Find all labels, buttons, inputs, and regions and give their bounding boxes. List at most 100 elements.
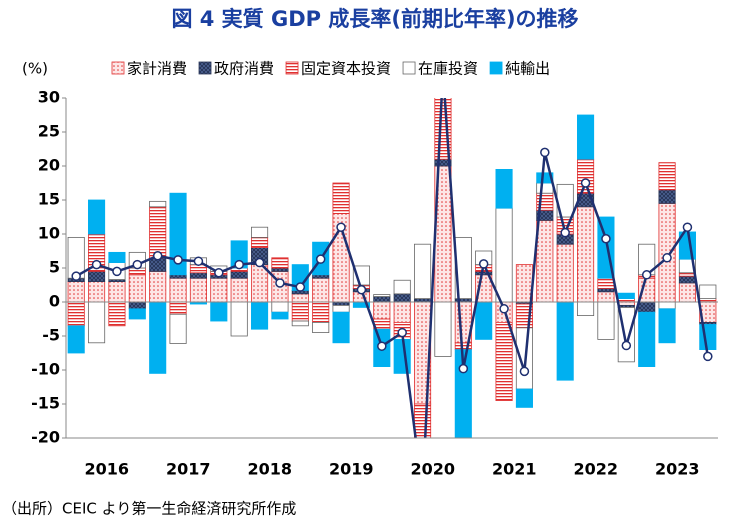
bar-segment xyxy=(169,313,187,344)
bar-segment xyxy=(169,192,187,276)
bar-segment xyxy=(312,277,330,303)
bar-segment xyxy=(638,301,656,313)
legend-label: 在庫投資 xyxy=(418,60,478,78)
x-tick-label: 2020 xyxy=(410,460,455,479)
bar-segment xyxy=(617,292,635,300)
bar-segment xyxy=(617,298,635,303)
gdp-point xyxy=(458,363,469,374)
bar-segment xyxy=(454,349,472,438)
bar-segment xyxy=(495,321,513,401)
bar-segment xyxy=(577,206,595,303)
bar-segment xyxy=(149,301,167,374)
bar-segment xyxy=(271,311,289,320)
bar-segment xyxy=(291,301,309,322)
x-tick-label: 2022 xyxy=(573,460,618,479)
bar-segment xyxy=(189,277,207,303)
bar-segment xyxy=(495,207,513,303)
gdp-point xyxy=(419,488,427,496)
bar-segment xyxy=(414,486,430,528)
gdp-point xyxy=(601,234,611,244)
bar-segment xyxy=(291,320,309,327)
bar-segment xyxy=(88,301,106,344)
gdp-point xyxy=(540,147,550,158)
bar-segment xyxy=(88,281,106,303)
legend-swatch xyxy=(198,61,212,75)
gdp-point xyxy=(499,304,509,314)
bar-segment xyxy=(597,287,615,293)
y-tick-label: 10 xyxy=(38,224,60,243)
bar-segment xyxy=(434,301,452,357)
gdp-point xyxy=(703,351,713,362)
bars xyxy=(66,98,718,528)
y-tick-label: -20 xyxy=(31,428,60,447)
bar-segment xyxy=(230,301,248,337)
bar-segment xyxy=(515,264,533,303)
bar-segment xyxy=(332,311,350,344)
bar-segment xyxy=(149,200,167,208)
bar-segment xyxy=(536,182,554,194)
bar-segment xyxy=(189,272,207,279)
bar-segment xyxy=(251,301,269,330)
bar-segment xyxy=(67,325,85,354)
bar-segment xyxy=(638,311,656,368)
gdp-point xyxy=(152,251,163,261)
bar-segment xyxy=(332,301,350,306)
x-tick-label: 2019 xyxy=(329,460,374,479)
gdp-point xyxy=(193,256,204,266)
gdp-point xyxy=(234,259,244,270)
bar-segment xyxy=(332,182,350,215)
bar-segment xyxy=(251,264,269,303)
bar-segment xyxy=(251,226,269,238)
bar-segment xyxy=(312,321,330,333)
bar-segment xyxy=(515,388,533,408)
legend-swatch xyxy=(402,61,416,75)
gdp-point xyxy=(519,366,530,377)
bar-segment xyxy=(128,308,146,320)
legend-label: 政府消費 xyxy=(214,60,274,78)
gdp-point xyxy=(295,282,306,292)
bar-segment xyxy=(312,274,330,279)
bar-segment xyxy=(678,282,696,303)
bar-segment xyxy=(271,267,289,272)
gdp-point xyxy=(621,340,632,351)
bar-segment xyxy=(149,270,167,303)
bar-segment xyxy=(88,199,106,235)
gdp-point xyxy=(315,254,326,264)
bar-segment xyxy=(128,274,146,303)
bar-segment xyxy=(67,281,85,303)
y-tick-label: 25 xyxy=(38,122,60,141)
y-axis-label: (%) xyxy=(22,60,48,78)
bar-segment xyxy=(556,243,574,303)
gdp-point xyxy=(662,253,672,263)
bar-segment xyxy=(149,206,167,259)
y-tick-label: 5 xyxy=(49,258,60,277)
gdp-point xyxy=(336,222,346,232)
bar-segment xyxy=(699,298,717,303)
gdp-point xyxy=(682,222,693,232)
legend-label: 固定資本投資 xyxy=(301,60,391,78)
bar-segment xyxy=(454,236,472,299)
bar-segment xyxy=(332,304,350,313)
bar-segment xyxy=(373,296,391,303)
bar-segment xyxy=(373,301,391,320)
line-layer xyxy=(71,98,713,496)
bar-segment xyxy=(597,291,615,303)
bar-segment xyxy=(536,172,554,184)
chart-title: 図 4 実質 GDP 成長率(前期比年率)の推移 xyxy=(171,7,578,31)
bar-segment xyxy=(617,301,635,306)
bar-segment xyxy=(658,301,676,310)
bar-segment xyxy=(577,158,595,194)
bar-segment xyxy=(169,274,187,279)
bar-segment xyxy=(169,301,187,315)
bar-segment xyxy=(414,298,432,303)
bar-segment xyxy=(108,301,126,327)
bar-segment xyxy=(414,243,432,299)
legend-label: 家計消費 xyxy=(127,60,187,78)
bar-segment xyxy=(210,301,228,322)
x-tick-label: 2023 xyxy=(655,460,700,479)
bar-segment xyxy=(577,114,595,160)
gdp-point xyxy=(71,271,81,281)
y-tick-label: 15 xyxy=(38,190,60,209)
bar-segment xyxy=(658,308,676,344)
bar-segment xyxy=(678,272,696,277)
